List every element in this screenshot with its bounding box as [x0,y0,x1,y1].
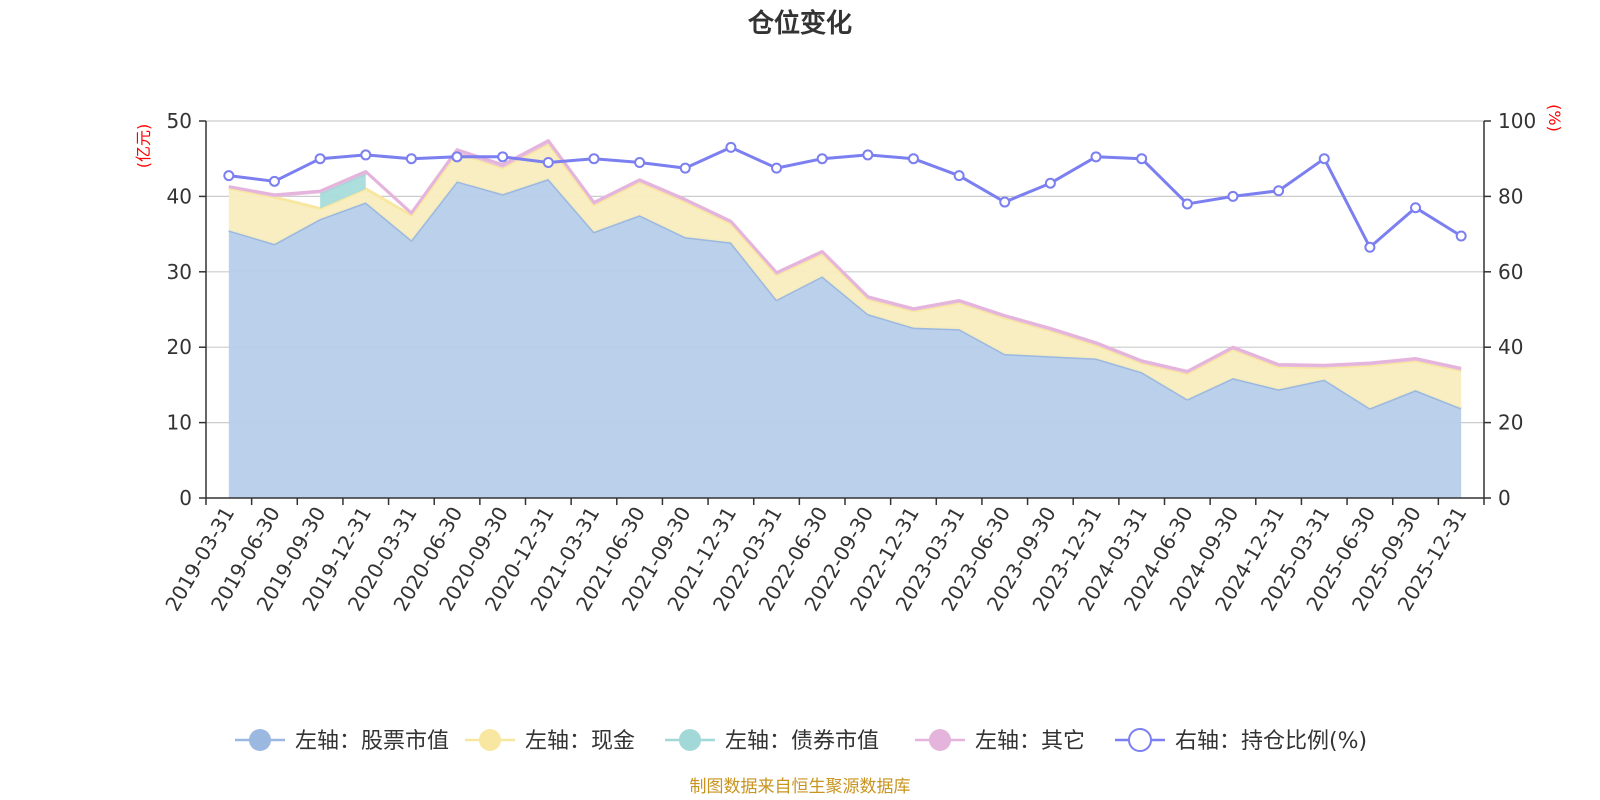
legend-marker [249,729,271,751]
left-tick-label: 50 [167,109,192,133]
right-tick-label: 60 [1498,260,1523,284]
legend: 左轴：股票市值 左轴：现金 左轴：债券市值 左轴：其它 右轴：持仓比例(%) [235,728,1367,754]
ratio-point [588,153,600,165]
left-tick-label: 30 [167,260,192,284]
right-tick-label: 20 [1498,411,1523,435]
ratio-point [1227,190,1239,202]
legend-label: 左轴：股票市值 [295,729,449,754]
right-axis-unit: (%) [1545,104,1564,132]
left-tick-label: 10 [167,411,192,435]
legend-item[interactable]: 左轴：其它 [915,729,1085,754]
legend-item[interactable]: 左轴：股票市值 [235,729,449,754]
ratio-point [816,153,828,165]
ratio-point [725,141,737,153]
legend-label: 左轴：现金 [525,729,635,754]
ratio-point [634,156,646,168]
ratio-point [268,175,280,187]
stacked-areas [228,139,1462,498]
legend-label: 左轴：其它 [975,729,1085,754]
left-tick-label: 40 [167,184,192,208]
ratio-point [1455,230,1467,242]
ratio-point [679,162,691,174]
ratio-point [1410,202,1422,214]
left-tick-label: 0 [179,486,192,510]
legend-marker [479,729,501,751]
chart-title: 仓位变化 [747,8,852,39]
ratio-point [542,156,554,168]
ratio-point [405,153,417,165]
legend-item[interactable]: 左轴：债券市值 [665,729,879,754]
ratio-point [1136,153,1148,165]
ratio-point [1364,241,1376,253]
left-axis-unit: (亿元) [134,124,153,169]
area-line [228,139,1462,373]
legend-item[interactable]: 右轴：持仓比例(%) [1115,728,1367,754]
ratio-point [1044,177,1056,189]
ratio-point [451,151,463,163]
ratio-point [1273,185,1285,197]
left-tick-label: 20 [167,335,192,359]
right-tick-label: 0 [1498,486,1511,510]
ratio-point [1090,151,1102,163]
legend-marker [929,729,951,751]
source-note: 制图数据来自恒生聚源数据库 [690,777,911,797]
right-tick-label: 100 [1498,109,1536,133]
ratio-point [907,153,919,165]
ratio-point [771,162,783,174]
ratio-point [862,149,874,161]
area-fill [228,179,1462,498]
ratio-line-series [223,141,1467,253]
legend-label: 右轴：持仓比例(%) [1175,729,1367,754]
ratio-point [223,170,235,182]
legend-marker [1128,728,1152,752]
ratio-point [999,196,1011,208]
right-tick-label: 80 [1498,184,1523,208]
ratio-line [228,145,1462,249]
ratio-point [1318,153,1330,165]
legend-item[interactable]: 左轴：现金 [465,729,635,754]
ratio-point [1181,198,1193,210]
area-fill [320,173,366,209]
right-tick-label: 40 [1498,335,1523,359]
area-fill [228,143,1462,409]
ratio-point [497,151,509,163]
ratio-point [953,170,965,182]
legend-marker [679,729,701,751]
ratio-point [314,153,326,165]
legend-label: 左轴：债券市值 [725,729,879,754]
ratio-point [360,149,372,161]
